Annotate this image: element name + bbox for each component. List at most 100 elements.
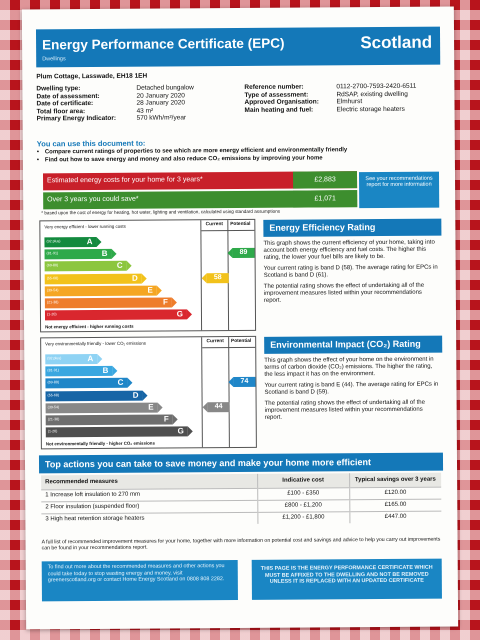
rating-band-d: (55-68) D [44,273,142,284]
chart-top-label: Very environmentally friendly - lower CO… [45,340,146,347]
chart-top-label: Very energy efficient - lower running co… [44,223,126,230]
band-range: (1-20) [47,429,58,434]
ei-paragraph: This graph shows the effect of your home… [264,356,434,378]
band-range: (21-38) [46,300,59,305]
table-row: 3 High heat retention storage heaters £1… [41,510,442,526]
band-letter: D [131,273,138,283]
band-letter: C [117,378,124,388]
savings-row: Over 3 years you could save* £1,071 [43,190,358,210]
chart-divider [228,337,230,448]
band-letter: G [176,309,184,319]
detail-row: Main heating and fuel: Electric storage h… [245,106,417,115]
band-range: (92 plus) [47,356,62,361]
band-letter: A [87,354,94,364]
band-range: (69-80) [47,380,60,385]
detail-value: 43 m² [136,107,154,115]
potential-header: Potential [230,221,251,228]
detail-key: Main heating and fuel: [244,106,314,114]
property-address: Plum Cottage, Lasswade, EH18 1EH [36,72,148,81]
band-letter: G [177,426,184,436]
ee-paragraph: Your current rating is band D (58). The … [263,264,438,279]
current-rating-arrow: 58 [206,272,229,283]
chart-divider [202,346,256,349]
ee-paragraph: The potential rating shows the effect of… [263,282,425,304]
epc-document: Energy Performance Certificate (EPC) Sco… [21,6,459,630]
current-header: Current [206,339,224,345]
top-actions-heading: Top actions you can take to save money a… [38,452,444,474]
rating-band-f: (21-38) F [45,414,173,426]
measure-cell: 3 High heat retention storage heaters [41,511,258,526]
band-range: (21-38) [47,417,60,422]
rating-band-g: (1-20) G [45,426,188,438]
see-recommendations-box: See your recommendations report for more… [358,171,440,209]
rating-band-b: (81-91) B [45,366,113,377]
band-range: (39-54) [47,405,60,410]
top-actions-table: Recommended measures Indicative cost Typ… [41,472,442,526]
saving-cell: £120.00 [349,486,442,500]
band-letter: E [147,285,153,295]
detail-value: 570 kWh/m²/year [136,114,187,123]
current-rating-arrow: 44 [207,401,230,413]
band-letter: B [101,249,108,259]
energy-efficiency-chart: Very energy efficient - lower running co… [39,218,257,333]
band-letter: F [162,297,168,307]
chart-bottom-label: Not energy efficient - higher running co… [45,323,134,330]
rating-band-g: (1-20) G [44,309,188,321]
band-letter: D [132,390,139,400]
rating-band-a: (92 plus) A [45,353,98,365]
detail-value: 28 January 2020 [136,99,185,107]
chart-divider [201,229,255,232]
column-header: Recommended measures [41,473,258,490]
ei-paragraph: Your current rating is band E (44). The … [264,381,439,396]
current-header: Current [205,222,224,228]
use-bullet: Find out how to save energy and money an… [37,154,441,164]
potential-header: Potential [231,338,252,345]
epc-subtitle: Dwellings [42,56,66,63]
detail-value: Elmhurst [336,98,363,106]
band-range: (55-68) [46,275,59,280]
cost-cell: £100 - £350 [257,487,350,500]
potential-rating-arrow: 89 [232,248,255,259]
rating-band-c: (69-80) C [44,261,127,272]
band-range: (69-80) [46,263,59,268]
epc-region: Scotland [360,32,433,53]
band-range: (81-91) [47,368,59,373]
band-letter: A [86,237,93,247]
detail-value: RdSAP, existing dwelling [336,90,408,98]
recommendations-note: A full list of recommended improvement m… [41,536,441,552]
environmental-impact-heading: Environmental Impact (CO₂) Rating [264,335,443,354]
affix-notice-box: THIS PAGE IS THE ENERGY PERFORMANCE CERT… [251,558,442,600]
detail-row: Primary Energy Indicator: 570 kWh/m²/year [37,115,195,124]
environmental-impact-chart: Very environmentally friendly - lower CO… [40,335,257,450]
cost-footnote: * based upon the cost of energy for heat… [41,208,281,216]
cost-cell: £800 - £1,200 [257,499,350,512]
find-out-more-box: To find out more about the recommended m… [41,560,238,602]
rating-band-e: (39-54) E [45,402,158,414]
rating-band-c: (69-80) C [45,378,128,389]
use-bullets: Compare current ratings of properties to… [37,147,441,165]
band-letter: B [102,366,109,376]
estimated-cost-value: £2,883 [292,171,358,189]
saving-cell: £447.00 [349,510,442,524]
epc-title: Energy Performance Certificate (EPC) [42,35,285,53]
ee-paragraph: This graph shows the current efficiency … [263,239,435,261]
environmental-impact-text: This graph shows the effect of your home… [264,357,440,426]
column-header: Indicative cost [257,473,350,488]
band-range: (39-54) [46,288,59,293]
column-header: Typical savings over 3 years [349,472,442,488]
savings-value: £1,071 [293,190,358,208]
property-details-left: Dwelling type: Detached bungalow Date of a… [36,84,194,123]
savings-label: Over 3 years you could save* [47,195,139,204]
rating-band-d: (55-68) D [45,390,143,401]
epc-header: Energy Performance Certificate (EPC) Sco… [35,26,441,68]
potential-rating-arrow: 74 [233,377,256,388]
saving-cell: £165.00 [349,498,442,512]
band-letter: C [116,261,123,271]
chart-divider [201,337,203,448]
band-range: (55-68) [47,392,60,397]
cost-cell: £1,200 - £1,800 [257,511,350,524]
chart-bottom-label: Not environmentally friendly - higher CO… [45,440,155,447]
band-letter: F [163,414,169,424]
energy-efficiency-heading: Energy Efficiency Rating [263,218,442,237]
band-range: (81-91) [46,251,59,256]
